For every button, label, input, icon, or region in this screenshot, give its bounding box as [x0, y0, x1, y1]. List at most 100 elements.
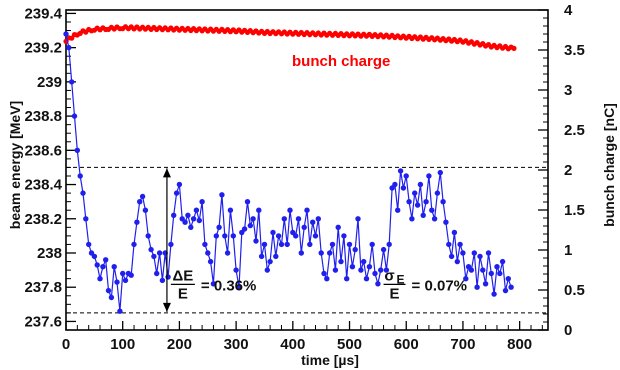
beam-energy-point: [159, 277, 166, 284]
beam-energy-point: [497, 270, 503, 277]
sigma-e-value: = 0.07%: [412, 277, 467, 294]
beam-energy-point: [284, 241, 290, 248]
beam-energy-point: [355, 216, 361, 222]
beam-energy-point: [344, 276, 350, 282]
x-tick-label: 100: [110, 336, 135, 353]
beam-energy-point: [230, 233, 236, 239]
beam-energy-point: [182, 219, 188, 225]
beam-energy-point: [460, 250, 466, 256]
beam-energy-point: [414, 202, 421, 208]
beam-energy-point: [312, 233, 319, 239]
beam-energy-point: [392, 181, 398, 188]
y-left-tick-label: 237.8: [24, 279, 62, 296]
beam-energy-point: [105, 287, 112, 294]
beam-energy-point: [253, 238, 259, 244]
y-left-axis-title: beam energy [MeV]: [7, 101, 23, 229]
y-right-tick-label: 0: [564, 322, 572, 339]
bunch-charge-point: [511, 45, 517, 52]
beam-energy-point: [378, 267, 384, 273]
beam-energy-point: [386, 241, 392, 248]
beam-energy-point: [190, 216, 197, 222]
beam-energy-point: [264, 267, 270, 273]
beam-energy-point: [199, 199, 205, 205]
y-right-tick-label: 4: [564, 2, 573, 19]
beam-energy-point: [431, 216, 438, 222]
beam-energy-point: [440, 199, 446, 205]
series-beam-energy: [63, 31, 514, 314]
beam-energy-point: [329, 241, 336, 248]
beam-energy-point: [267, 258, 273, 265]
beam-energy-point: [400, 185, 407, 191]
beam-energy-point: [480, 267, 486, 273]
beam-energy-point: [275, 233, 282, 239]
beam-energy-point: [213, 233, 219, 239]
beam-energy-point: [443, 219, 449, 225]
beam-energy-point: [222, 233, 228, 239]
beam-energy-point: [380, 246, 387, 253]
beam-energy-point: [250, 216, 256, 222]
sigma-e-numerator: σ: [384, 267, 394, 284]
beam-energy-point: [148, 246, 154, 253]
beam-energy-point: [406, 199, 412, 205]
beam-energy-point: [366, 264, 373, 270]
beam-energy-point: [457, 241, 463, 248]
beam-energy-point: [468, 267, 475, 273]
beam-energy-point: [83, 216, 89, 222]
beam-energy-point: [505, 276, 511, 282]
beam-energy-point: [120, 270, 126, 277]
beam-energy-point: [372, 270, 378, 277]
beam-energy-point: [258, 253, 265, 260]
y-right-tick-label: 1.5: [564, 202, 585, 219]
beam-energy-point: [448, 253, 455, 260]
beam-energy-point: [293, 233, 299, 239]
y-left-tick-label: 238.6: [24, 142, 62, 159]
beam-energy-point: [108, 294, 115, 301]
beam-energy-point: [117, 308, 123, 314]
x-tick-label: 400: [280, 336, 305, 353]
beam-energy-point: [417, 181, 424, 188]
beam-energy-point: [494, 264, 500, 270]
x-tick-label: 500: [337, 336, 362, 353]
beam-energy-point: [63, 31, 69, 37]
beam-energy-point: [324, 276, 330, 282]
beam-energy-point: [236, 284, 242, 290]
delta-e-denominator: E: [178, 285, 188, 302]
beam-energy-point: [278, 241, 285, 248]
beam-energy-point: [103, 257, 109, 263]
beam-energy-point: [247, 222, 253, 229]
beam-energy-point: [131, 241, 137, 248]
beam-energy-point: [474, 284, 480, 290]
beam-energy-point: [256, 207, 262, 213]
beam-energy-point: [71, 113, 78, 119]
y-left-tick-label: 239.4: [24, 5, 62, 22]
beam-energy-point: [482, 281, 489, 287]
beam-energy-point: [287, 207, 293, 213]
beam-energy-point: [397, 168, 404, 174]
beam-energy-point: [86, 241, 92, 248]
y-right-tick-label: 0.5: [564, 282, 585, 299]
beam-energy-point: [485, 250, 492, 256]
beam-energy-point: [173, 190, 180, 196]
beam-energy-point: [151, 253, 157, 260]
beam-energy-point: [233, 267, 239, 273]
beam-energy-point: [434, 190, 441, 196]
beam-energy-point: [338, 258, 344, 265]
beam-energy-point: [502, 287, 509, 294]
beam-energy-point: [451, 229, 458, 236]
x-tick-label: 300: [224, 336, 249, 353]
beam-energy-point: [188, 224, 194, 230]
beam-energy-point: [196, 217, 202, 224]
beam-energy-point: [216, 224, 222, 230]
beam-energy-point: [307, 241, 313, 248]
beam-energy-point: [508, 284, 514, 290]
beam-energy-point: [488, 270, 494, 277]
beam-energy-point: [111, 264, 117, 270]
beam-energy-point: [295, 216, 302, 222]
beam-energy-point: [346, 241, 353, 248]
beam-energy-point: [207, 258, 214, 265]
beam-energy-point: [412, 190, 418, 196]
beam-energy-point: [202, 241, 208, 248]
delta-e-numerator: ΔE: [173, 267, 194, 284]
beam-energy-point: [77, 173, 83, 179]
